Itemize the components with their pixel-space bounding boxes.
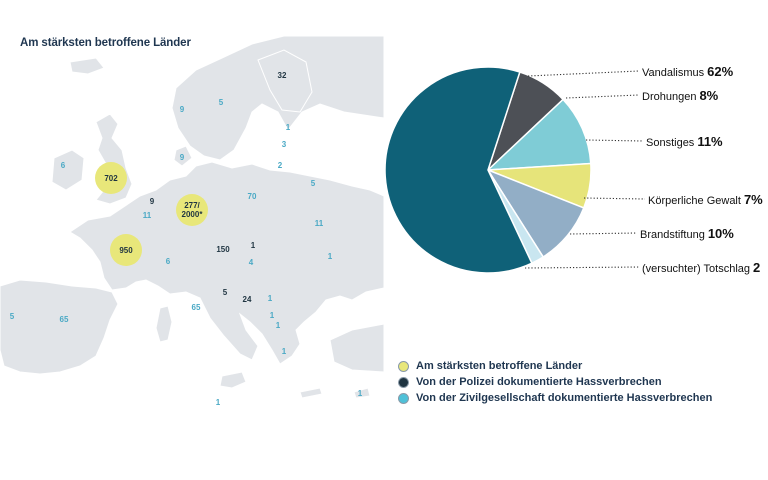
legend-item-police: Von der Polizei dokumentierte Hassverbre… — [398, 376, 662, 388]
civil-value: 11 — [143, 211, 152, 220]
pie-label-value: 11% — [697, 134, 723, 149]
civil-value: 1 — [358, 389, 363, 398]
civil-value: 65 — [192, 303, 201, 312]
legend-item-most-affected: Am stärksten betroffene Länder — [398, 360, 582, 372]
pie-leader-line — [527, 70, 640, 77]
civil-value: 1 — [216, 398, 221, 407]
most-affected-value: 950 — [119, 246, 133, 255]
pie-label-name: Brandstiftung — [640, 229, 705, 241]
legend-dot-cyan — [398, 392, 409, 404]
civil-value: 1 — [268, 294, 273, 303]
civil-value: 1 — [286, 123, 291, 132]
most-affected-marker: 277/2000* — [176, 194, 208, 226]
sicily-region — [219, 371, 247, 389]
pie-label-name: Drohungen — [642, 91, 697, 103]
pie-label-name: Vandalismus — [642, 67, 705, 79]
continental-europe-region — [69, 161, 385, 365]
legend-dot-dark — [398, 376, 409, 388]
pie-label-name: Körperliche Gewalt — [648, 195, 741, 207]
finland-region — [257, 49, 313, 113]
pie-label-value: 7% — [743, 192, 763, 207]
pie-leader-line — [569, 232, 638, 235]
police-value: 1 — [251, 241, 256, 250]
civil-value: 4 — [249, 258, 254, 267]
legend-dot-yellow — [398, 360, 409, 372]
most-affected-markers: 702 277/2000* 950 — [95, 162, 208, 266]
denmark-region — [173, 145, 193, 167]
pie-label-name: (versuchter) Totschlag — [642, 263, 751, 275]
civil-value: 11 — [315, 219, 324, 228]
civil-value: 1 — [270, 311, 275, 320]
pie-leader-line — [565, 94, 640, 99]
civil-value: 3 — [282, 140, 287, 149]
police-value: 32 — [278, 71, 287, 80]
civil-value: 9 — [180, 153, 185, 162]
civil-value: 5 — [10, 312, 15, 321]
pie-label: Drohungen 8% — [642, 88, 718, 103]
pie-label-value: 62% — [707, 64, 734, 79]
pie-leader-line — [585, 139, 644, 142]
most-affected-circle — [176, 194, 208, 226]
crete-region — [299, 387, 323, 399]
legend-label: Von der Zivilgesellschaft dokumentierte … — [416, 392, 713, 404]
civil-value: 1 — [276, 321, 281, 330]
pie-label: Vandalismus 62% — [642, 64, 733, 79]
police-value: 150 — [216, 245, 230, 254]
pie-slice-sonstiges — [485, 98, 592, 171]
pie-label-name: Sonstiges — [646, 137, 695, 149]
pie-label: (versuchter) Totschlag 2 — [642, 260, 760, 275]
pie-label: Brandstiftung 10% — [640, 226, 734, 241]
civil-value: 5 — [311, 179, 316, 188]
iberian-peninsula-region — [0, 279, 119, 375]
police-value: 5 — [223, 288, 228, 297]
pie-label: Sonstiges 11% — [646, 134, 723, 149]
island-region — [69, 57, 105, 75]
turkey-region — [329, 323, 385, 373]
civil-value: 5 — [219, 98, 224, 107]
most-affected-marker: 950 — [110, 234, 142, 266]
legend-item-civil: Von der Zivilgesellschaft dokumentierte … — [398, 392, 712, 404]
civil-value: 1 — [328, 252, 333, 261]
civil-value: 6 — [166, 257, 171, 266]
police-value: 9 — [150, 197, 155, 206]
pie-label-value: 2 — [753, 260, 761, 275]
civil-value: 70 — [248, 192, 257, 201]
pie-leader-line — [583, 197, 646, 200]
pie-slice-vandalismus — [384, 66, 533, 274]
civil-value: 65 — [60, 315, 69, 324]
pie-leader-lines — [524, 70, 646, 269]
police-value: 24 — [243, 295, 252, 304]
map-title: Am stärksten betroffene Länder — [20, 37, 191, 49]
pie-label-value: 10% — [707, 226, 734, 241]
most-affected-value: 277/2000* — [182, 201, 204, 219]
pie-label-value: 8% — [699, 88, 719, 103]
ireland-region — [51, 149, 85, 191]
most-affected-marker: 702 — [95, 162, 127, 194]
pie-leader-line — [524, 266, 640, 269]
corsica-sardinia-region — [155, 305, 173, 343]
most-affected-circle — [110, 234, 142, 266]
most-affected-circle — [95, 162, 127, 194]
civil-value: 1 — [282, 347, 287, 356]
legend-label: Von der Polizei dokumentierte Hassverbre… — [416, 376, 662, 388]
civil-value: 9 — [180, 105, 185, 114]
legend-label: Am stärksten betroffene Länder — [416, 360, 583, 372]
pie-label: Körperliche Gewalt 7% — [648, 192, 763, 207]
pie-slices — [384, 66, 592, 274]
civil-value: 6 — [61, 161, 66, 170]
most-affected-value: 702 — [104, 174, 118, 183]
cyprus-region — [353, 387, 371, 399]
civil-value: 2 — [278, 161, 283, 170]
